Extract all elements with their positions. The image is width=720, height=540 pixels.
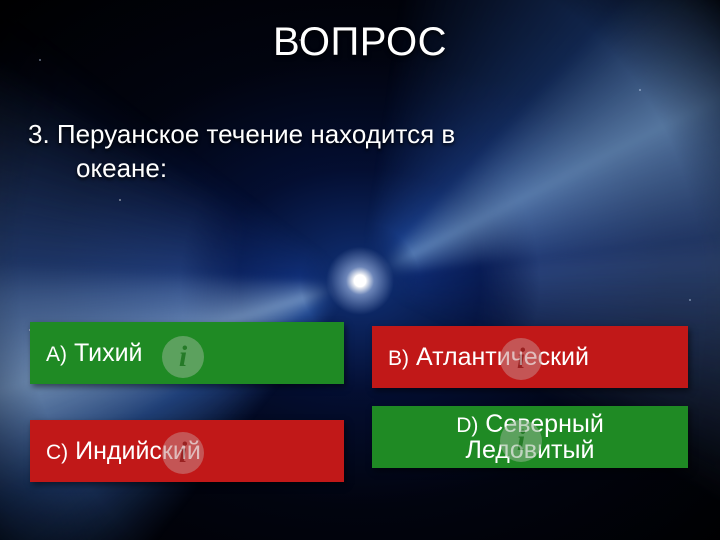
answer-text-a: Тихий [74, 339, 143, 367]
quiz-slide: ВОПРОС 3. Перуанское течение находится в… [0, 0, 720, 540]
slide-title: ВОПРОС [0, 20, 720, 65]
answer-option-c[interactable]: С) Индийский [30, 420, 344, 482]
answer-text-c: Индийский [75, 437, 201, 465]
answer-letter-b: В) [388, 347, 409, 370]
question-line-1: 3. Перуанское течение находится в [28, 119, 455, 149]
question-text: 3. Перуанское течение находится в океане… [28, 118, 680, 186]
answer-option-b[interactable]: В) Атлантический [372, 326, 688, 388]
answer-option-d[interactable]: D) СеверныйЛедовитый [372, 406, 688, 468]
answer-letter-c: С) [46, 441, 68, 464]
answer-option-a[interactable]: А) Тихий [30, 322, 344, 384]
answer-text-b: Атлантический [416, 343, 589, 371]
question-line-2: океане: [28, 152, 680, 186]
answer-letter-a: А) [46, 343, 67, 366]
